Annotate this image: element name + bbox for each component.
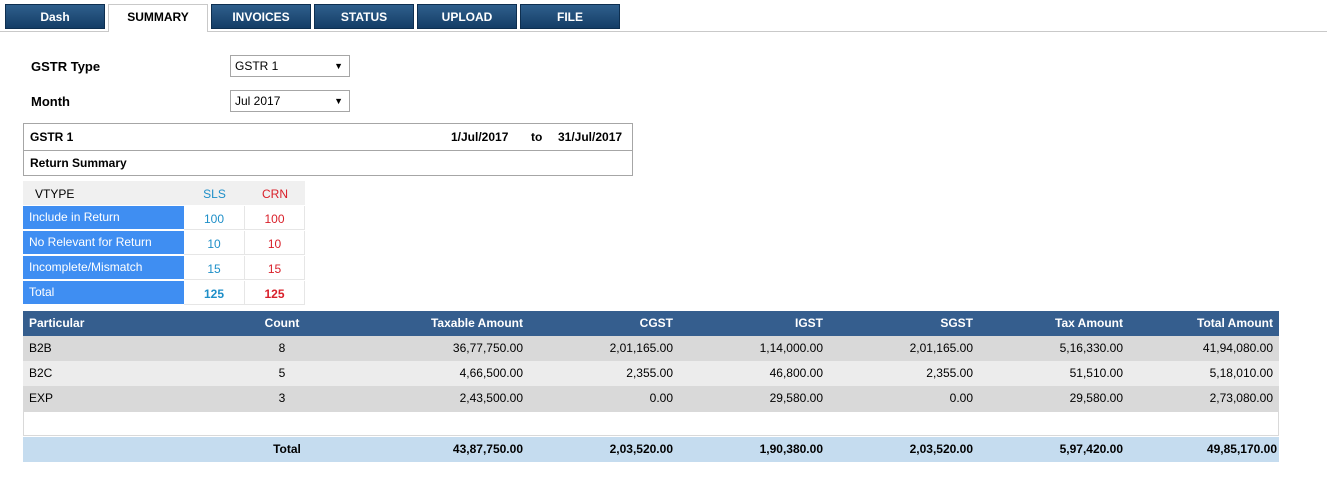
cell-igst: 46,800.00: [769, 366, 823, 380]
cell-igst: 1,14,000.00: [759, 341, 823, 355]
chevron-down-icon: ▼: [334, 96, 343, 106]
gstr-type-label: GSTR Type: [31, 59, 101, 74]
cell-count: 3: [278, 391, 286, 405]
return-summary-title: Return Summary: [30, 156, 127, 170]
cell-taxable: 36,77,750.00: [452, 341, 523, 355]
month-value: Jul 2017: [235, 94, 281, 108]
period-from-date: 1/Jul/2017: [451, 130, 509, 144]
period-to-date: 31/Jul/2017: [558, 130, 623, 144]
total-total-amount: 49,85,170.00: [1206, 442, 1277, 456]
cell-tax-amount: 5,16,330.00: [1059, 341, 1123, 355]
col-tax-amount: Tax Amount: [1055, 316, 1123, 330]
col-count: Count: [264, 316, 300, 330]
tab-bar: Dash SUMMARY INVOICES STATUS UPLOAD FILE: [0, 0, 1327, 32]
tab-file[interactable]: FILE: [520, 4, 620, 29]
col-total-amount: Total Amount: [1197, 316, 1273, 330]
chevron-down-icon: ▼: [334, 61, 343, 71]
tab-status[interactable]: STATUS: [314, 4, 414, 29]
total-igst: 1,90,380.00: [759, 442, 823, 456]
cell-particular: B2B: [29, 341, 52, 355]
total-tax-amount: 5,97,420.00: [1059, 442, 1123, 456]
col-cgst: CGST: [639, 316, 673, 330]
cell-count: 5: [278, 366, 286, 380]
table-total-row: Total 43,87,750.00 2,03,520.00 1,90,380.…: [23, 437, 1279, 462]
summary-header-row: Particular Count Taxable Amount CGST IGS…: [23, 311, 1279, 336]
cell-total-amount: 5,18,010.00: [1209, 366, 1273, 380]
month-label: Month: [31, 94, 70, 109]
cell-cgst: 0.00: [649, 391, 673, 405]
vtype-row-not-relevant[interactable]: No Relevant for Return: [23, 231, 184, 255]
crn-total: 125: [245, 281, 305, 305]
sls-not-relevant: 10: [184, 231, 245, 255]
crn-header: CRN: [245, 181, 305, 205]
month-select[interactable]: Jul 2017 ▼: [230, 90, 350, 112]
vtype-header: VTYPE: [23, 181, 184, 205]
sls-header: SLS: [184, 181, 245, 205]
cell-sgst: 0.00: [949, 391, 973, 405]
total-taxable: 43,87,750.00: [452, 442, 523, 456]
table-row[interactable]: B2B 8 36,77,750.00 2,01,165.00 1,14,000.…: [23, 336, 1279, 361]
crn-not-relevant: 10: [245, 231, 305, 255]
tab-underline: [0, 31, 1327, 32]
vtype-row-include[interactable]: Include in Return: [23, 206, 184, 230]
sls-total: 125: [184, 281, 245, 305]
cell-taxable: 2,43,500.00: [459, 391, 523, 405]
total-sgst: 2,03,520.00: [909, 442, 973, 456]
table-row[interactable]: B2C 5 4,66,500.00 2,355.00 46,800.00 2,3…: [23, 361, 1279, 386]
sls-include: 100: [184, 206, 245, 230]
cell-tax-amount: 29,580.00: [1069, 391, 1123, 405]
return-header-row: GSTR 1 1/Jul/2017 to 31/Jul/2017: [24, 124, 632, 151]
gstr-type-value: GSTR 1: [235, 59, 279, 73]
total-cgst: 2,03,520.00: [609, 442, 673, 456]
cell-taxable: 4,66,500.00: [459, 366, 523, 380]
cell-count: 8: [278, 341, 286, 355]
cell-sgst: 2,355.00: [926, 366, 973, 380]
cell-igst: 29,580.00: [769, 391, 823, 405]
cell-particular: EXP: [29, 391, 54, 405]
return-title: GSTR 1: [30, 130, 74, 144]
cell-sgst: 2,01,165.00: [909, 341, 973, 355]
col-particular: Particular: [29, 316, 85, 330]
col-taxable-amount: Taxable Amount: [430, 316, 523, 330]
cell-total-amount: 2,73,080.00: [1209, 391, 1273, 405]
gstr-type-select[interactable]: GSTR 1 ▼: [230, 55, 350, 77]
tab-upload[interactable]: UPLOAD: [417, 4, 517, 29]
vtype-row-total[interactable]: Total: [23, 281, 184, 305]
table-row[interactable]: EXP 3 2,43,500.00 0.00 29,580.00 0.00 29…: [23, 386, 1279, 411]
period-to-label: to: [531, 130, 543, 144]
crn-incomplete: 15: [245, 256, 305, 280]
table-empty-row: [23, 411, 1279, 436]
cell-tax-amount: 51,510.00: [1069, 366, 1123, 380]
col-sgst: SGST: [940, 316, 973, 330]
cell-cgst: 2,01,165.00: [609, 341, 673, 355]
tab-dash[interactable]: Dash: [5, 4, 105, 29]
cell-cgst: 2,355.00: [626, 366, 673, 380]
sls-incomplete: 15: [184, 256, 245, 280]
vtype-row-incomplete[interactable]: Incomplete/Mismatch: [23, 256, 184, 280]
total-label: Total: [273, 442, 301, 456]
return-header: GSTR 1 1/Jul/2017 to 31/Jul/2017 Return …: [23, 123, 633, 176]
tab-invoices[interactable]: INVOICES: [211, 4, 311, 29]
cell-total-amount: 41,94,080.00: [1202, 341, 1273, 355]
tab-summary[interactable]: SUMMARY: [108, 4, 208, 32]
crn-include: 100: [245, 206, 305, 230]
col-igst: IGST: [794, 316, 823, 330]
cell-particular: B2C: [29, 366, 53, 380]
